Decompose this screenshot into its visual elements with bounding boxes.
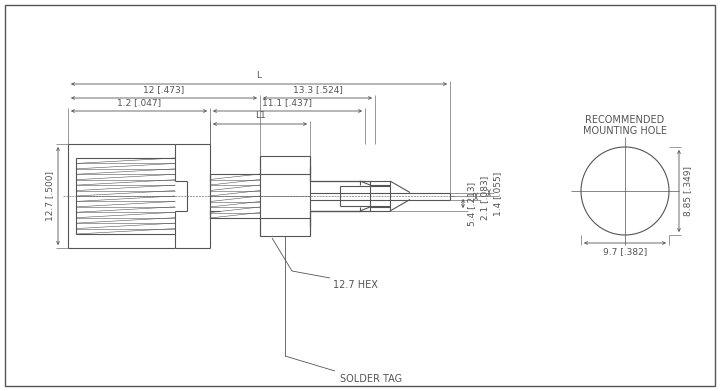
Text: SOLDER TAG: SOLDER TAG [340, 374, 402, 384]
Text: 11.1 [.437]: 11.1 [.437] [263, 98, 312, 107]
Text: L1: L1 [255, 111, 266, 120]
Text: 1.4 [.055]: 1.4 [.055] [493, 172, 502, 216]
Text: 13.3 [.524]: 13.3 [.524] [292, 85, 343, 94]
Text: 1.2 [.047]: 1.2 [.047] [117, 98, 161, 107]
Text: 5.4 [.213]: 5.4 [.213] [467, 181, 476, 226]
Text: L: L [256, 71, 261, 80]
Text: 2.1 [.083]: 2.1 [.083] [480, 176, 489, 220]
Text: 9.7 [.382]: 9.7 [.382] [603, 247, 647, 256]
Text: 12 [.473]: 12 [.473] [143, 85, 184, 94]
Text: RECOMMENDED: RECOMMENDED [585, 115, 665, 125]
Text: 12.7 [.500]: 12.7 [.500] [45, 171, 54, 221]
Text: MOUNTING HOLE: MOUNTING HOLE [583, 126, 667, 136]
Text: 12.7 HEX: 12.7 HEX [333, 280, 378, 290]
Text: 8.85 [.349]: 8.85 [.349] [683, 166, 692, 216]
